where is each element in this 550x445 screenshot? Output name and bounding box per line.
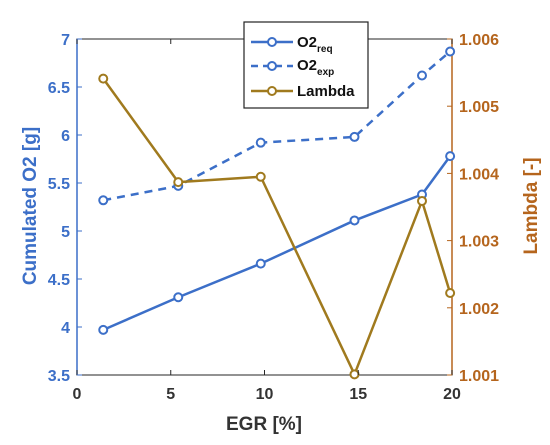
data-point-o2-req	[98, 324, 109, 335]
data-point-lambda	[417, 195, 427, 206]
x-tick-label: 5	[166, 386, 175, 403]
y-axis-left-label: Cumulated O2 [g]	[20, 127, 41, 285]
y-left-tick-label: 4.5	[48, 272, 70, 289]
y-right-tick-label: 1.005	[459, 99, 499, 116]
legend-marker-o2-req	[267, 37, 277, 47]
data-point-lambda	[255, 171, 266, 182]
y-left-tick-label: 6.5	[48, 80, 70, 97]
x-tick-label: 10	[256, 386, 274, 403]
series-line-o2-exp	[103, 50, 451, 202]
legend-label-lambda: Lambda	[297, 83, 355, 100]
y-left-tick-label: 4	[61, 320, 70, 337]
y-left-tick-label: 3.5	[48, 368, 70, 385]
x-tick-label: 20	[443, 386, 461, 403]
y-right-tick-label: 1.004	[459, 166, 499, 183]
x-tick-label: 15	[349, 386, 367, 403]
series-line-o2-req	[102, 155, 452, 332]
data-point-o2-exp	[349, 131, 360, 142]
legend: O2req O2exp Lambda	[243, 21, 369, 109]
data-point-o2-req	[255, 258, 266, 269]
data-point-o2-req	[445, 151, 456, 162]
data-point-o2-req	[349, 215, 360, 226]
legend-marker-o2-exp	[267, 61, 277, 71]
data-point-o2-exp	[417, 70, 427, 81]
y-axis-right-label: Lambda [-]	[521, 157, 542, 254]
y-left-tick-label: 5.5	[48, 176, 70, 193]
legend-label-o2-exp: O2exp	[297, 57, 334, 78]
y-right-tick-label: 1.006	[459, 32, 499, 49]
data-point-o2-exp	[255, 137, 266, 148]
data-point-lambda	[173, 177, 184, 188]
y-right-tick-label: 1.002	[459, 301, 499, 318]
data-point-lambda	[98, 73, 109, 84]
data-point-o2-exp	[445, 46, 456, 57]
legend-label-o2-req: O2req	[297, 34, 333, 55]
y-right-tick-label: 1.003	[459, 234, 499, 251]
data-point-o2-exp	[98, 195, 109, 206]
x-tick-label: 0	[73, 386, 82, 403]
y-right-tick-label: 1.001	[459, 368, 499, 385]
series-line-lambda	[102, 77, 452, 376]
data-point-o2-req	[173, 292, 184, 303]
legend-marker-lambda	[267, 86, 277, 96]
x-axis-label: EGR [%]	[226, 414, 302, 435]
data-point-lambda	[349, 369, 360, 380]
y-left-tick-label: 5	[61, 224, 70, 241]
y-left-tick-label: 7	[61, 32, 70, 49]
data-point-lambda	[445, 288, 456, 299]
y-left-tick-label: 6	[61, 128, 70, 145]
